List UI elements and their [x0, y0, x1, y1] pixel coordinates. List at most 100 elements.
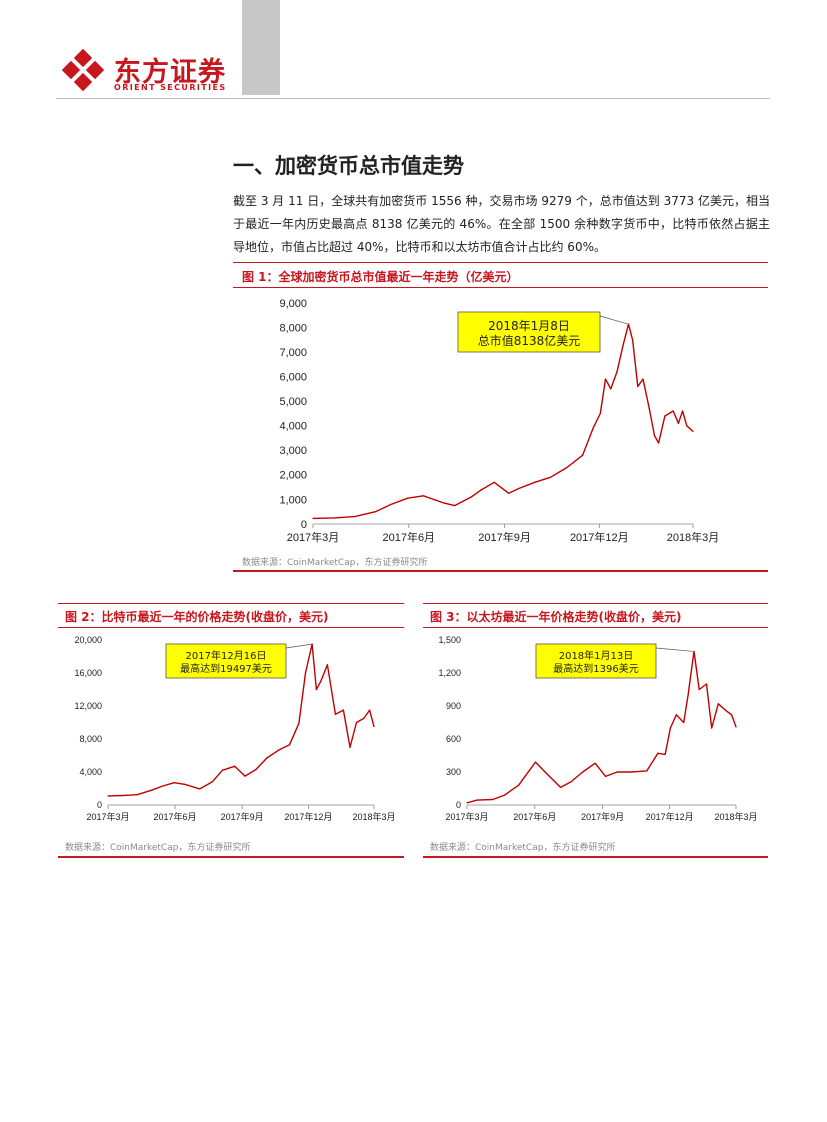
callout-text: 最高达到19497美元: [180, 662, 272, 675]
data-point: [669, 727, 672, 729]
data-point: [363, 717, 365, 719]
data-point: [508, 492, 510, 494]
company-name-en: ORIENT SECURITIES: [114, 83, 227, 92]
data-point: [664, 415, 666, 417]
x-tick-label: 2017年3月: [445, 811, 488, 822]
fig3-source: 数据来源：CoinMarketCap，东方证券研究所: [430, 843, 616, 853]
data-point: [304, 672, 307, 674]
data-point: [566, 466, 568, 469]
data-point: [570, 781, 572, 783]
data-point: [664, 753, 666, 755]
data-point: [503, 794, 506, 796]
company-name-cn: 东方证券: [114, 57, 226, 88]
callout-box: [457, 311, 601, 353]
y-tick-label: 8,000: [79, 734, 102, 744]
data-point: [705, 683, 708, 685]
x-tick-label: 2017年3月: [86, 811, 129, 822]
callout-leader-line: [285, 643, 313, 649]
y-tick-label: 900: [446, 701, 461, 711]
header-divider: [56, 98, 770, 99]
data-point: [107, 795, 109, 797]
x-tick-label: 2017年3月: [287, 530, 340, 544]
callout-leader-line: [655, 647, 695, 652]
x-tick-label: 2017年12月: [646, 811, 694, 822]
fig1-bottom-rule: [233, 570, 768, 572]
data-point: [622, 344, 624, 346]
x-tick-label: 2017年12月: [284, 811, 332, 822]
data-point: [725, 709, 727, 711]
fig3-top-rule: [423, 603, 768, 604]
data-point: [730, 714, 733, 716]
data-point: [616, 371, 618, 373]
data-point: [630, 771, 632, 773]
y-tick-label: 300: [446, 767, 461, 777]
y-tick-label: 0: [456, 800, 461, 810]
data-point: [234, 765, 236, 767]
data-point: [136, 794, 138, 796]
data-point: [692, 430, 694, 432]
data-point: [582, 771, 584, 773]
data-point: [492, 798, 494, 801]
y-tick-label: 4,000: [279, 421, 307, 433]
x-tick-label: 2017年9月: [221, 811, 264, 822]
data-point: [592, 427, 594, 429]
data-point: [717, 703, 719, 705]
fig1-title-rule: [233, 287, 768, 288]
data-point: [312, 517, 314, 519]
data-point: [349, 746, 351, 748]
fig1-source: 数据来源：CoinMarketCap，东方证券研究所: [242, 558, 428, 568]
data-point: [594, 762, 596, 764]
data-point: [369, 709, 371, 711]
x-tick-label: 2018年3月: [714, 811, 757, 822]
y-tick-label: 600: [446, 734, 461, 744]
data-point: [278, 749, 280, 751]
y-tick-label: 20,000: [74, 635, 102, 645]
data-point: [658, 442, 660, 444]
callout-text: 总市值8138亿美元: [478, 333, 581, 348]
section-paragraph: 截至 3 月 11 日，全球共有加密货币 1556 种，交易市场 9279 个，…: [233, 194, 770, 254]
data-point: [476, 799, 478, 801]
data-point: [288, 744, 291, 746]
x-tick-label: 2017年9月: [478, 530, 531, 544]
y-tick-label: 1,000: [279, 494, 307, 506]
callout-leader-line: [599, 315, 629, 325]
data-point: [298, 722, 300, 724]
data-point: [544, 771, 546, 773]
data-point: [184, 783, 186, 785]
data-point: [637, 385, 639, 388]
callout-box: [535, 643, 657, 679]
y-tick-label: 5,000: [279, 396, 307, 408]
data-point: [354, 516, 356, 518]
x-tick-label: 2017年6月: [154, 811, 197, 822]
x-tick-label: 2017年12月: [570, 530, 629, 544]
data-point: [122, 794, 124, 797]
y-tick-label: 8,000: [279, 322, 307, 334]
series-line: [312, 323, 694, 520]
orient-securities-logo-icon: [61, 48, 105, 92]
y-tick-label: 6,000: [279, 372, 307, 384]
data-point: [735, 726, 737, 728]
fig3-bottom-rule: [423, 856, 768, 858]
y-tick-label: 0: [97, 800, 102, 810]
y-tick-label: 12,000: [74, 701, 102, 711]
callout-box: [165, 643, 287, 679]
callout-text: 2018年1月8日: [488, 319, 570, 333]
section-title: 一、加密货币总市值走势: [233, 154, 464, 178]
fig3-title-rule: [423, 627, 768, 628]
data-point: [342, 709, 344, 711]
data-point: [681, 410, 684, 412]
fig1-top-rule: [233, 262, 768, 263]
data-point: [599, 412, 601, 415]
data-point: [632, 339, 634, 341]
data-point: [711, 727, 713, 729]
data-point: [162, 785, 164, 787]
y-tick-label: 1,500: [438, 635, 461, 645]
data-point: [642, 378, 644, 380]
data-point: [470, 496, 472, 498]
data-point: [677, 422, 680, 424]
data-point: [534, 761, 537, 763]
x-tick-label: 2018年3月: [352, 811, 395, 822]
x-tick-label: 2017年6月: [382, 530, 435, 544]
fig3-title: 图 3：以太坊最近一年价格走势(收盘价，美元): [430, 610, 682, 624]
data-point: [466, 802, 468, 804]
